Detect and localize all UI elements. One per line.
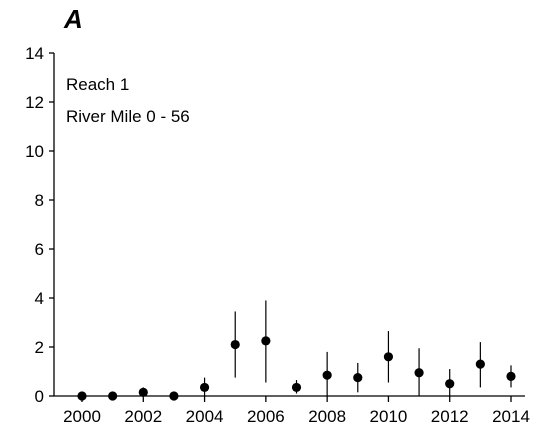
x-tick-label: 2004 (186, 407, 224, 426)
y-tick-label: 14 (25, 44, 44, 63)
y-tick-label: 8 (35, 191, 44, 210)
data-point (138, 387, 148, 397)
x-tick-label: 2010 (370, 407, 408, 426)
data-point (353, 373, 363, 383)
annotation-reach: Reach 1 (66, 75, 129, 94)
data-point (230, 339, 240, 350)
data-point (291, 382, 302, 393)
data-point (261, 336, 271, 346)
data-point (108, 391, 118, 401)
data-point (445, 379, 455, 389)
y-tick-label: 0 (35, 387, 44, 406)
annotation-river-mile: River Mile 0 - 56 (66, 107, 190, 126)
x-tick-label: 2014 (492, 407, 530, 426)
data-point (77, 391, 87, 401)
x-tick-label: 2008 (308, 407, 346, 426)
y-tick-label: 4 (35, 289, 44, 308)
x-tick-label: 2002 (124, 407, 162, 426)
x-tick-label: 2006 (247, 407, 285, 426)
data-point (506, 371, 516, 381)
data-point (169, 391, 179, 401)
y-tick-label: 2 (35, 338, 44, 357)
y-axis-ticks: 0 2 4 6 8 10 12 14 (25, 44, 54, 406)
y-tick-label: 10 (25, 142, 44, 161)
x-tick-label: 2000 (63, 407, 101, 426)
data-point (383, 352, 394, 362)
data-point (414, 368, 424, 378)
y-tick-label: 6 (35, 240, 44, 259)
axes (53, 53, 525, 397)
data-point (475, 359, 485, 369)
panel-label: A (63, 4, 83, 34)
x-tick-label: 2012 (431, 407, 469, 426)
data-marks (77, 300, 516, 401)
data-point (322, 370, 332, 380)
y-tick-label: 12 (25, 93, 44, 112)
data-point (199, 382, 210, 393)
x-axis-ticks: 2000 2002 2004 2006 2008 2010 2012 2014 (63, 396, 530, 426)
